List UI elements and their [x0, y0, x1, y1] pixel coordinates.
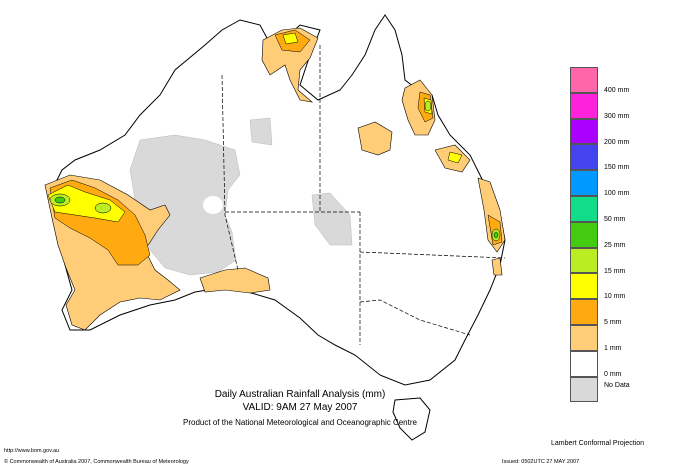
- legend-swatch: [570, 350, 598, 377]
- title-block: Daily Australian Rainfall Analysis (mm) …: [150, 388, 450, 429]
- legend-label: 400 mm: [604, 87, 630, 94]
- issued-text: Issued: 0502UTC 27 MAY 2007: [502, 459, 580, 465]
- legend-swatch: [570, 67, 598, 93]
- legend-label-no-data: No Data: [604, 381, 630, 389]
- legend-swatch: [570, 195, 598, 222]
- state-borders: [221, 45, 506, 345]
- no-data-region-2: [249, 117, 273, 146]
- tasmania: [392, 397, 431, 441]
- legend-swatch: [570, 92, 598, 119]
- legend-swatch: [570, 221, 598, 248]
- rain-1mm-cape: [357, 121, 393, 156]
- product-note: Product of the National Meteorological a…: [183, 418, 417, 427]
- rain-15mm-qld: [424, 100, 432, 112]
- legend-swatch: [570, 273, 598, 300]
- legend-label: 5 mm: [604, 319, 622, 327]
- rain-15mm-west2: [94, 202, 112, 214]
- legend-swatch: [570, 144, 598, 171]
- legend-swatch-no-data: [570, 376, 598, 403]
- legend-label: 0 mm: [604, 370, 622, 378]
- legend-swatch: [570, 247, 598, 274]
- legend-label: 200 mm: [604, 138, 630, 146]
- projection-label: Lambert Conformal Projection: [551, 440, 644, 447]
- valid-date: VALID: 9AM 27 May 2007: [242, 402, 358, 413]
- rain-10mm-qld2: [447, 151, 463, 164]
- legend-label: 50 mm: [604, 215, 626, 223]
- legend-swatch: [570, 324, 598, 351]
- legend-swatch: [570, 118, 598, 145]
- legend-label: 10 mm: [604, 293, 626, 301]
- no-data-region-3: [311, 192, 353, 246]
- legend-label: 150 mm: [604, 164, 630, 172]
- rain-1mm-south: [199, 267, 271, 294]
- legend-label: 100 mm: [604, 190, 630, 198]
- rain-25mm-east: [493, 231, 499, 239]
- map-title: Daily Australian Rainfall Analysis (mm): [214, 389, 386, 400]
- legend-label: 300 mm: [604, 112, 630, 120]
- legend-label: 1 mm: [604, 344, 622, 352]
- legend-swatch: [570, 170, 598, 196]
- rain-25mm-west: [54, 196, 66, 204]
- rain-1mm-east2: [491, 257, 503, 276]
- copyright-text: © Commonwealth of Australia 2007, Common…: [4, 459, 189, 465]
- legend-swatch: [570, 299, 598, 325]
- legend-label: 25 mm: [604, 241, 626, 249]
- url-text[interactable]: http://www.bom.gov.au: [4, 448, 60, 454]
- rain-10mm-north: [282, 32, 299, 45]
- legend-label: 15 mm: [604, 267, 626, 275]
